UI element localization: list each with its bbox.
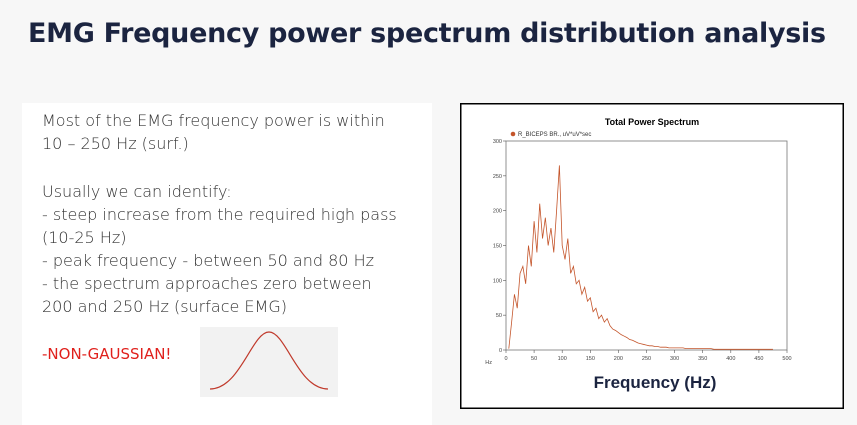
y-tick-label: 200 bbox=[493, 209, 502, 215]
x-tick-label: 250 bbox=[642, 356, 651, 362]
gaussian-icon bbox=[200, 327, 338, 397]
text-line: Usually we can identify: bbox=[42, 182, 232, 201]
x-tick-label: 300 bbox=[670, 356, 679, 362]
x-tick-label: 50 bbox=[531, 356, 537, 362]
x-tick-label: 150 bbox=[586, 356, 595, 362]
text-line: 10 – 250 Hz (surf.) bbox=[42, 134, 189, 153]
x-tick-label: 200 bbox=[614, 356, 623, 362]
text-line: - peak frequency - between 50 and 80 Hz bbox=[42, 251, 374, 270]
text-line: Most of the EMG frequency power is withi… bbox=[42, 111, 385, 130]
x-tick-label: 0 bbox=[504, 356, 507, 362]
chart-title: Total Power Spectrum bbox=[605, 117, 699, 127]
text-line: - the spectrum approaches zero between bbox=[42, 274, 372, 293]
x-tick-label: 400 bbox=[726, 356, 735, 362]
spectrum-line bbox=[508, 165, 773, 350]
chart-frame bbox=[460, 103, 844, 409]
text-panel: -NON-GAUSSIAN! Most of the EMG frequency… bbox=[22, 103, 432, 425]
highlight-text: -NON-GAUSSIAN! bbox=[42, 345, 172, 363]
x-axis-label: Frequency (Hz) bbox=[594, 373, 717, 392]
legend-swatch bbox=[510, 131, 516, 137]
slide-title: EMG Frequency power spectrum distributio… bbox=[28, 18, 826, 49]
x-tick-label: 450 bbox=[754, 356, 763, 362]
text-line: (10-25 Hz) bbox=[42, 228, 127, 247]
y-tick-label: 0 bbox=[499, 348, 502, 354]
y-tick-label: 250 bbox=[493, 174, 502, 180]
y-tick-label: 150 bbox=[493, 244, 502, 250]
text-line: - steep increase from the required high … bbox=[42, 205, 397, 224]
legend-label: R_BICEPS BR., uV*uV*sec bbox=[518, 132, 591, 138]
x-tick-label: 350 bbox=[698, 356, 707, 362]
x-tick-label: 100 bbox=[558, 356, 567, 362]
x-unit: Hz bbox=[485, 360, 492, 366]
text-line: 200 and 250 Hz (surface EMG) bbox=[42, 297, 287, 316]
chart: Total Power Spectrum R_BICEPS BR., uV*uV… bbox=[460, 103, 844, 409]
y-tick-label: 100 bbox=[493, 278, 502, 284]
bell-curve bbox=[209, 331, 329, 390]
x-tick-label: 500 bbox=[782, 356, 791, 362]
y-tick-label: 300 bbox=[493, 139, 502, 145]
y-tick-label: 50 bbox=[496, 313, 502, 319]
